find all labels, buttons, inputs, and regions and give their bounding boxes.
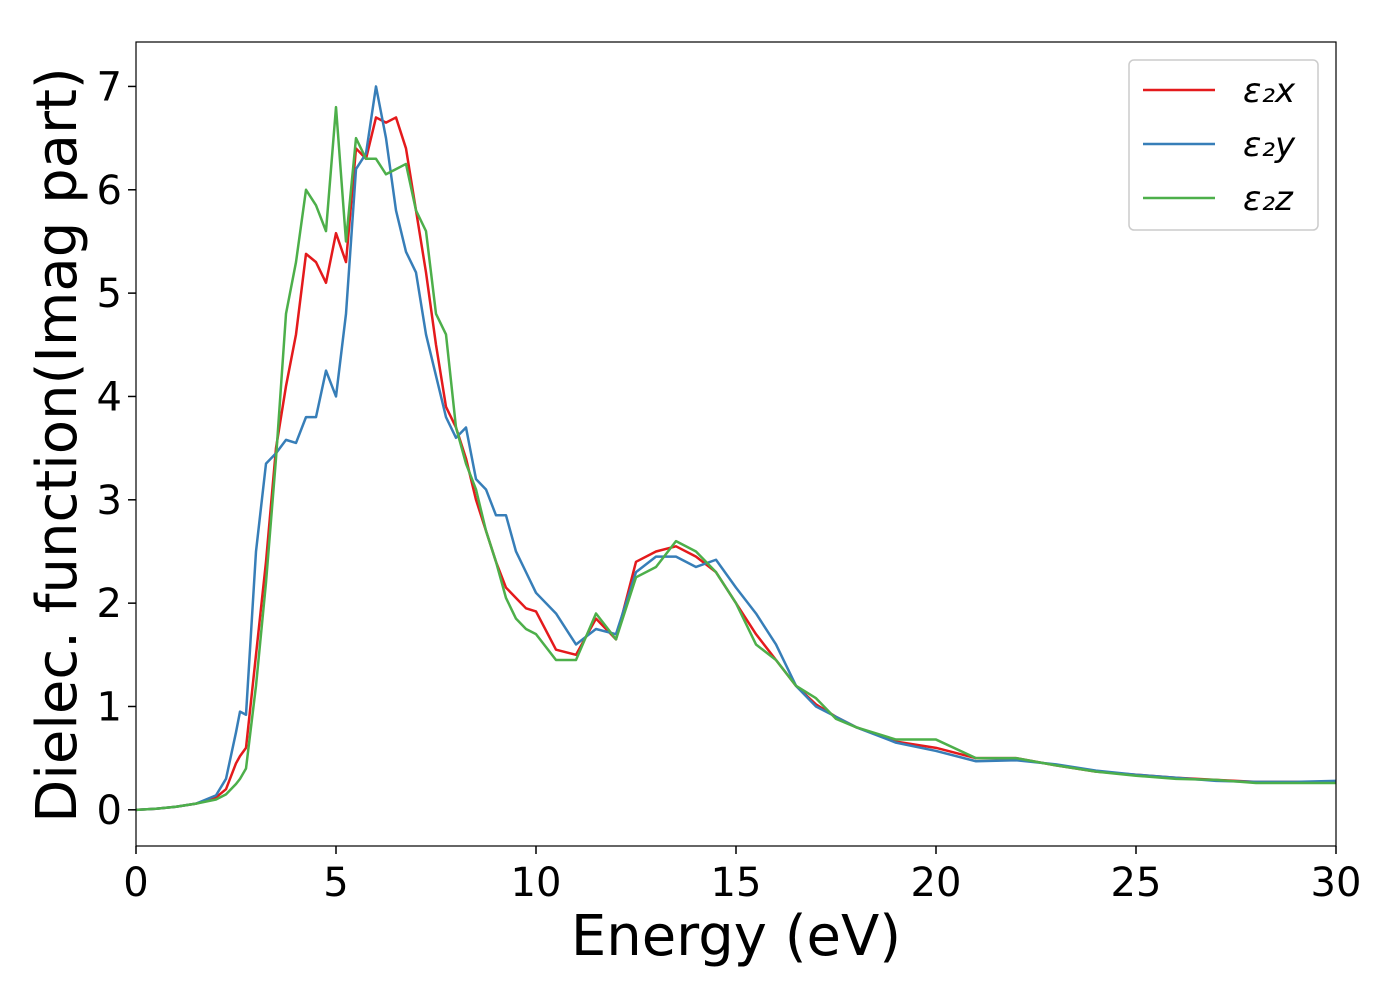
- y-tick-label: 6: [97, 168, 122, 214]
- legend-label: ε₂z: [1243, 179, 1294, 219]
- y-tick-label: 7: [97, 64, 122, 110]
- x-tick-label: 0: [123, 860, 148, 906]
- y-tick-label: 2: [97, 581, 122, 627]
- legend-label: ε₂y: [1243, 125, 1296, 165]
- y-tick-label: 4: [97, 374, 122, 420]
- y-tick-label: 3: [97, 478, 122, 524]
- x-axis-label: Energy (eV): [571, 904, 901, 969]
- y-tick-label: 5: [97, 271, 122, 317]
- x-tick-label: 20: [911, 860, 962, 906]
- data-line: [135, 105, 1336, 812]
- plot-frame: [135, 41, 1337, 847]
- x-tick-label: 10: [511, 860, 562, 906]
- y-tick-label: 1: [97, 684, 122, 730]
- x-tick-label: 25: [1111, 860, 1162, 906]
- y-axis-label: Dielec. function(Imag part): [25, 67, 90, 823]
- x-tick-label: 15: [711, 860, 762, 906]
- x-tick-label: 30: [1311, 860, 1362, 906]
- data-line: [135, 85, 1337, 812]
- x-tick-label: 5: [323, 860, 348, 906]
- legend-box: [1128, 59, 1319, 231]
- y-tick-label: 0: [97, 788, 122, 834]
- legend-label: ε₂x: [1243, 71, 1296, 111]
